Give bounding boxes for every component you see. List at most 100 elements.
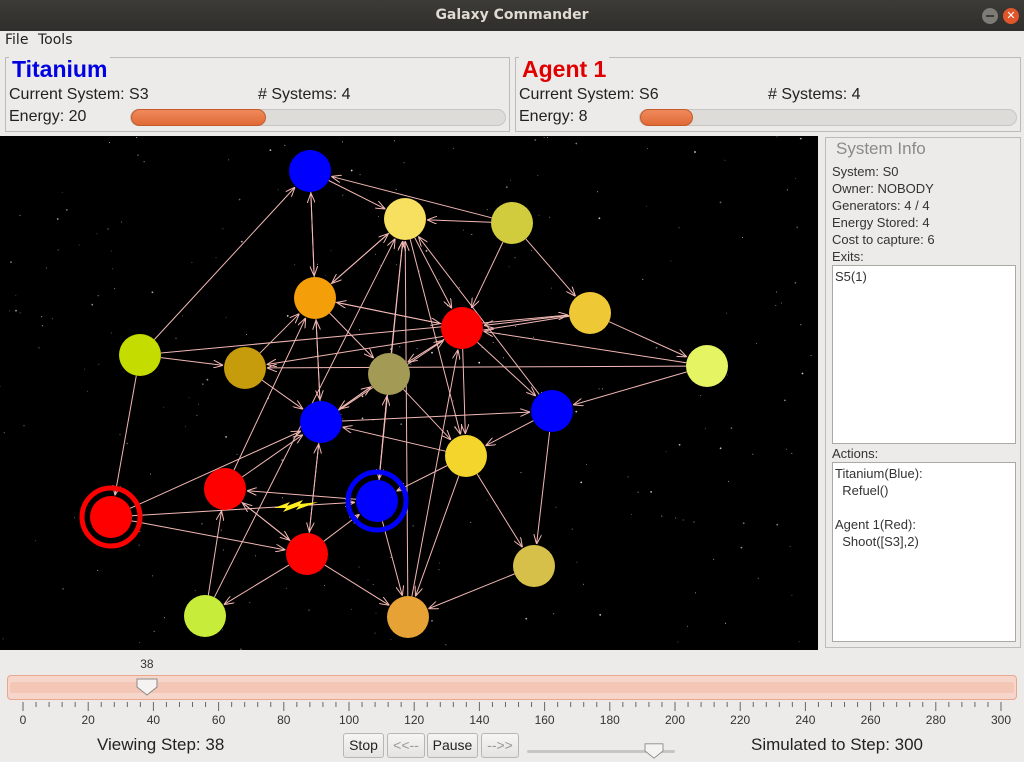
star-system[interactable] [119,334,161,376]
exits-list[interactable]: S5(1) [832,265,1016,444]
star-system[interactable] [531,390,573,432]
star [470,521,472,523]
hyperlane [574,371,687,405]
star [514,257,516,259]
timeline-tick-label: 280 [925,713,946,727]
star [492,342,494,343]
step-forward-button[interactable]: -->> [481,733,519,758]
star [269,149,272,151]
star-system[interactable] [289,150,331,192]
star [794,281,797,284]
hyperlane [129,432,300,509]
star-systems[interactable] [79,150,728,638]
star [286,315,289,317]
star [724,159,726,161]
star-system[interactable] [441,307,483,349]
timeline-slider[interactable] [7,675,1017,700]
hyperlane [207,512,221,596]
star-system[interactable] [286,533,328,575]
star [486,499,488,501]
menu-tools[interactable]: Tools [38,32,73,48]
hyperlane [428,220,492,222]
hyperlane [343,427,446,452]
star [206,378,209,381]
hyperlane [131,502,354,517]
star [801,372,804,375]
star [108,142,110,144]
star-system[interactable] [204,468,246,510]
star [534,139,537,141]
hyperlane [381,521,402,595]
star-system[interactable] [491,202,533,244]
player-panel-titanium: Titanium Current System: S3 # Systems: 4… [5,56,510,132]
star-system[interactable] [356,480,398,522]
actions-list[interactable]: Titanium(Blue): Refuel() Agent 1(Red): S… [832,462,1016,642]
star [19,312,21,314]
galaxy-map[interactable] [0,136,818,650]
hyperlane [477,341,535,395]
hyperlane [403,388,450,439]
star [196,414,198,416]
star [372,583,374,585]
star [138,642,140,644]
stop-button[interactable]: Stop [343,733,384,758]
star [110,250,112,252]
star [238,198,241,201]
star [509,179,511,181]
star-system[interactable] [513,545,555,587]
star [164,617,165,619]
star [240,240,243,243]
star [538,214,540,216]
star [361,417,364,420]
star-system[interactable] [384,198,426,240]
menu-file[interactable]: File [5,32,29,48]
hyperlane [525,238,575,296]
close-button[interactable]: ✕ [1003,8,1019,24]
star [647,148,648,150]
pause-button[interactable]: Pause [427,733,478,758]
star [727,374,729,376]
star [546,137,548,138]
hyperlane [225,564,290,604]
timeline-thumb[interactable] [135,677,159,697]
hyperlane [311,194,314,278]
hyperlane [329,312,373,358]
star [126,442,128,445]
star-system[interactable] [294,277,336,319]
speed-slider[interactable] [527,750,675,753]
star-system[interactable] [445,435,487,477]
star-system[interactable] [686,345,728,387]
minimize-button[interactable] [982,8,998,24]
star [393,140,395,142]
star [34,540,36,542]
star [15,309,17,312]
star [62,588,64,590]
star-system[interactable] [569,292,611,334]
star-system[interactable] [184,595,226,637]
star-system[interactable] [224,347,266,389]
star [586,464,587,465]
star [285,588,287,589]
star [786,448,788,450]
star [550,287,552,289]
star [246,334,248,335]
star [277,189,279,191]
star [575,142,578,145]
star [637,491,639,493]
step-back-button[interactable]: <<-- [387,733,425,758]
star-system[interactable] [368,353,410,395]
speed-slider-thumb[interactable] [642,742,666,760]
star-system[interactable] [387,596,429,638]
star-field [0,136,812,650]
star-system[interactable] [90,496,132,538]
star [780,302,782,304]
star [308,609,310,611]
star [396,264,398,266]
galaxy-canvas[interactable] [0,136,818,650]
star [350,608,352,610]
star-system[interactable] [300,401,342,443]
hyperlane [335,301,440,323]
star [78,244,80,246]
star [225,436,228,438]
star [631,514,632,515]
